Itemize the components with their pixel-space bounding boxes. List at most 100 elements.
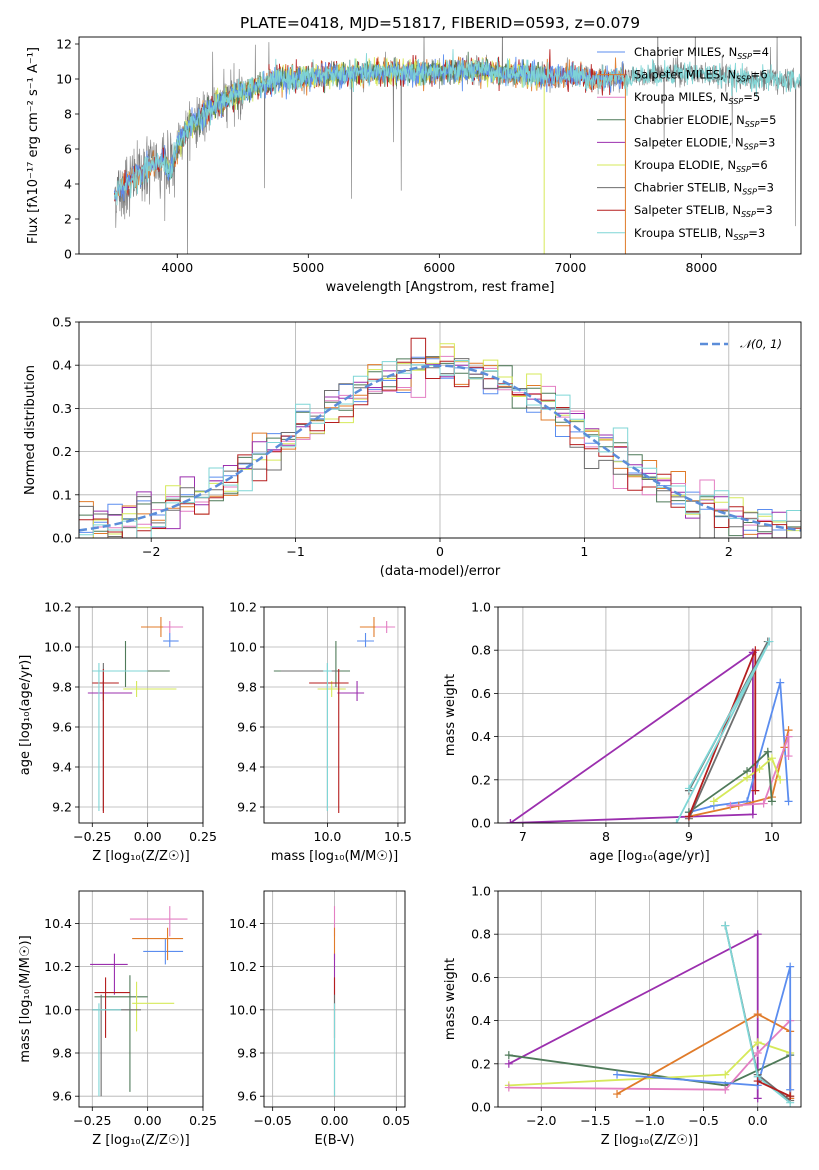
tick-label-x: 2	[725, 544, 733, 559]
legend-sub: SSP	[737, 52, 752, 61]
x-axis-label: E(B-V)	[314, 1133, 354, 1148]
legend-text: Salpeter STELIB, N	[634, 203, 741, 217]
legend-text: Kroupa STELIB, N	[634, 226, 734, 240]
legend-sub: SSP	[744, 142, 759, 151]
tick-label-y: 10.4	[44, 916, 72, 931]
y-axis-label: Flux [fλ10⁻¹⁷ erg cm⁻² s⁻¹ A⁻¹]	[26, 47, 41, 244]
tick-label-y: 0.2	[471, 772, 491, 787]
tick-label-x: 0.25	[189, 829, 217, 844]
weight-marker-salpeter-miles	[613, 1090, 622, 1099]
panel-massweight-vs-Z: −2.0 −1.5 −1.0 −0.5 0.0 0.0 0.2 0.4 0.6 0.8 1.0 Z […	[443, 884, 802, 1148]
tick-label-y: 10.4	[229, 916, 257, 931]
tick-label-y: 0.2	[52, 444, 72, 459]
tick-label-y: 0.4	[52, 358, 72, 373]
axes-frame	[78, 890, 204, 1108]
tick-label-y: 10.2	[44, 600, 72, 615]
histogram-kroupa-stelib	[79, 360, 801, 538]
tick-label-y: 10.2	[229, 959, 257, 974]
legend-label-kroupa-stelib: Kroupa STELIB, NSSP=3	[634, 226, 765, 242]
weight-marker-salpeter-stelib	[786, 1092, 795, 1101]
legend-sub: SSP	[742, 188, 757, 197]
weight-marker-kroupa-miles	[721, 1085, 730, 1094]
plot-area	[79, 337, 801, 538]
tick-label-y: 10	[56, 72, 72, 87]
weight-marker-chabrier-miles	[776, 678, 785, 687]
axes-frame	[263, 606, 406, 824]
legend-label-kroupa-elodie: Kroupa ELODIE, NSSP=6	[634, 158, 768, 174]
tick-label-y: 10.2	[44, 959, 72, 974]
weight-marker-chabrier-miles	[784, 797, 793, 806]
tick-label-x: 0.25	[189, 1113, 217, 1128]
panel-massweight-vs-age: 7 8 9 10 0.0 0.2 0.4 0.6 0.8 1.0 age [log₁₀(age/yr…	[443, 600, 802, 864]
legend-text: Chabrier ELODIE, N	[634, 113, 745, 127]
legend-tail: =3	[757, 181, 774, 195]
weight-marker-kroupa-elodie	[753, 1038, 762, 1047]
tick-label-y: 0.6	[471, 686, 491, 701]
y-axis-label: mass weight	[443, 958, 458, 1040]
x-axis-label: Z [log₁₀(Z/Z☉)]	[601, 1133, 698, 1148]
tick-label-x: −1.0	[634, 1113, 664, 1128]
tick-label-y: 9.8	[237, 680, 257, 695]
legend-label-salpeter-stelib: Salpeter STELIB, NSSP=3	[634, 203, 773, 219]
tick-label-x: 5000	[292, 260, 324, 275]
weight-line-salpeter-stelib	[757, 1080, 791, 1098]
weight-marker-salpeter-stelib	[684, 812, 693, 821]
tick-label-x: −0.05	[254, 1113, 292, 1128]
legend-tail: =4	[752, 45, 769, 59]
x-axis-label: Z [log₁₀(Z/Z☉)]	[92, 1133, 189, 1148]
tick-label-y: 8	[64, 107, 72, 122]
legend-text: Salpeter ELODIE, N	[634, 135, 744, 149]
legend-label-chabrier-elodie: Chabrier ELODIE, NSSP=5	[634, 113, 776, 129]
legend-text: Kroupa ELODIE, N	[634, 158, 736, 172]
axes-frame	[497, 890, 802, 1108]
legend-tail: =6	[751, 158, 768, 172]
plot-area	[90, 906, 188, 1097]
weight-marker-kroupa-stelib	[765, 637, 774, 646]
weight-marker-salpeter-elodie	[753, 1094, 762, 1103]
tick-label-x: 8	[602, 829, 610, 844]
tick-label-y: 1.0	[471, 884, 491, 899]
legend-sub: SSP	[741, 210, 756, 219]
legend-text: Chabrier STELIB, N	[634, 181, 742, 195]
plot-area	[87, 617, 184, 813]
legend-tail: =3	[748, 226, 765, 240]
tick-label-x: 10.0	[314, 829, 342, 844]
weight-marker-kroupa-stelib	[721, 921, 730, 930]
weight-marker-kroupa-miles	[759, 799, 768, 808]
tick-label-x: −2	[142, 544, 160, 559]
weight-marker-salpeter-stelib	[751, 786, 760, 795]
panel-mass-vs-Z: −0.25 0.00 0.25 9.6 9.8 10.0 10.2 10.4 Z [log₁₀(…	[18, 890, 217, 1148]
weight-marker-kroupa-elodie	[755, 765, 764, 773]
weight-marker-chabrier-elodie	[763, 747, 772, 756]
weight-marker-kroupa-miles	[504, 1083, 513, 1092]
plot-area	[504, 921, 795, 1107]
tick-label-y: 0.1	[52, 487, 72, 502]
legend-text: Chabrier MILES, N	[634, 45, 737, 59]
y-axis-label: mass weight	[443, 674, 458, 756]
weight-marker-salpeter-elodie	[506, 819, 515, 823]
legend-label-chabrier-stelib: Chabrier STELIB, NSSP=3	[634, 181, 774, 197]
tick-label-y: 0.0	[471, 816, 491, 831]
weight-line-chabrier-elodie	[688, 749, 773, 813]
tick-label-y: 10.0	[229, 1002, 257, 1017]
x-axis-label: age [log₁₀(age/yr)]	[589, 849, 710, 864]
weight-marker-kroupa-miles	[726, 801, 735, 810]
tick-label-y: 0.4	[471, 729, 491, 744]
figure-title: PLATE=0418, MJD=51817, FIBERID=0593, z=0…	[240, 14, 640, 32]
tick-label-y: 0.3	[52, 401, 72, 416]
tick-label-y: 10.0	[44, 1002, 72, 1017]
tick-label-x: −1.5	[580, 1113, 610, 1128]
tick-label-y: 10.0	[229, 640, 257, 655]
tick-label-x: 10	[764, 829, 780, 844]
x-axis-label: (data-model)/error	[380, 564, 501, 579]
weight-marker-chabrier-elodie	[767, 797, 776, 806]
tick-label-x: 9	[685, 829, 693, 844]
weight-marker-salpeter-elodie	[753, 930, 762, 939]
tick-label-y: 0.6	[471, 970, 491, 985]
tick-label-y: 12	[56, 37, 72, 52]
legend-tail: =3	[756, 203, 773, 217]
weight-line-chabrier-miles	[616, 966, 792, 1090]
weight-marker-chabrier-elodie	[504, 1051, 513, 1060]
tick-label-y: 9.6	[237, 1089, 257, 1104]
weight-marker-kroupa-stelib	[672, 819, 681, 823]
